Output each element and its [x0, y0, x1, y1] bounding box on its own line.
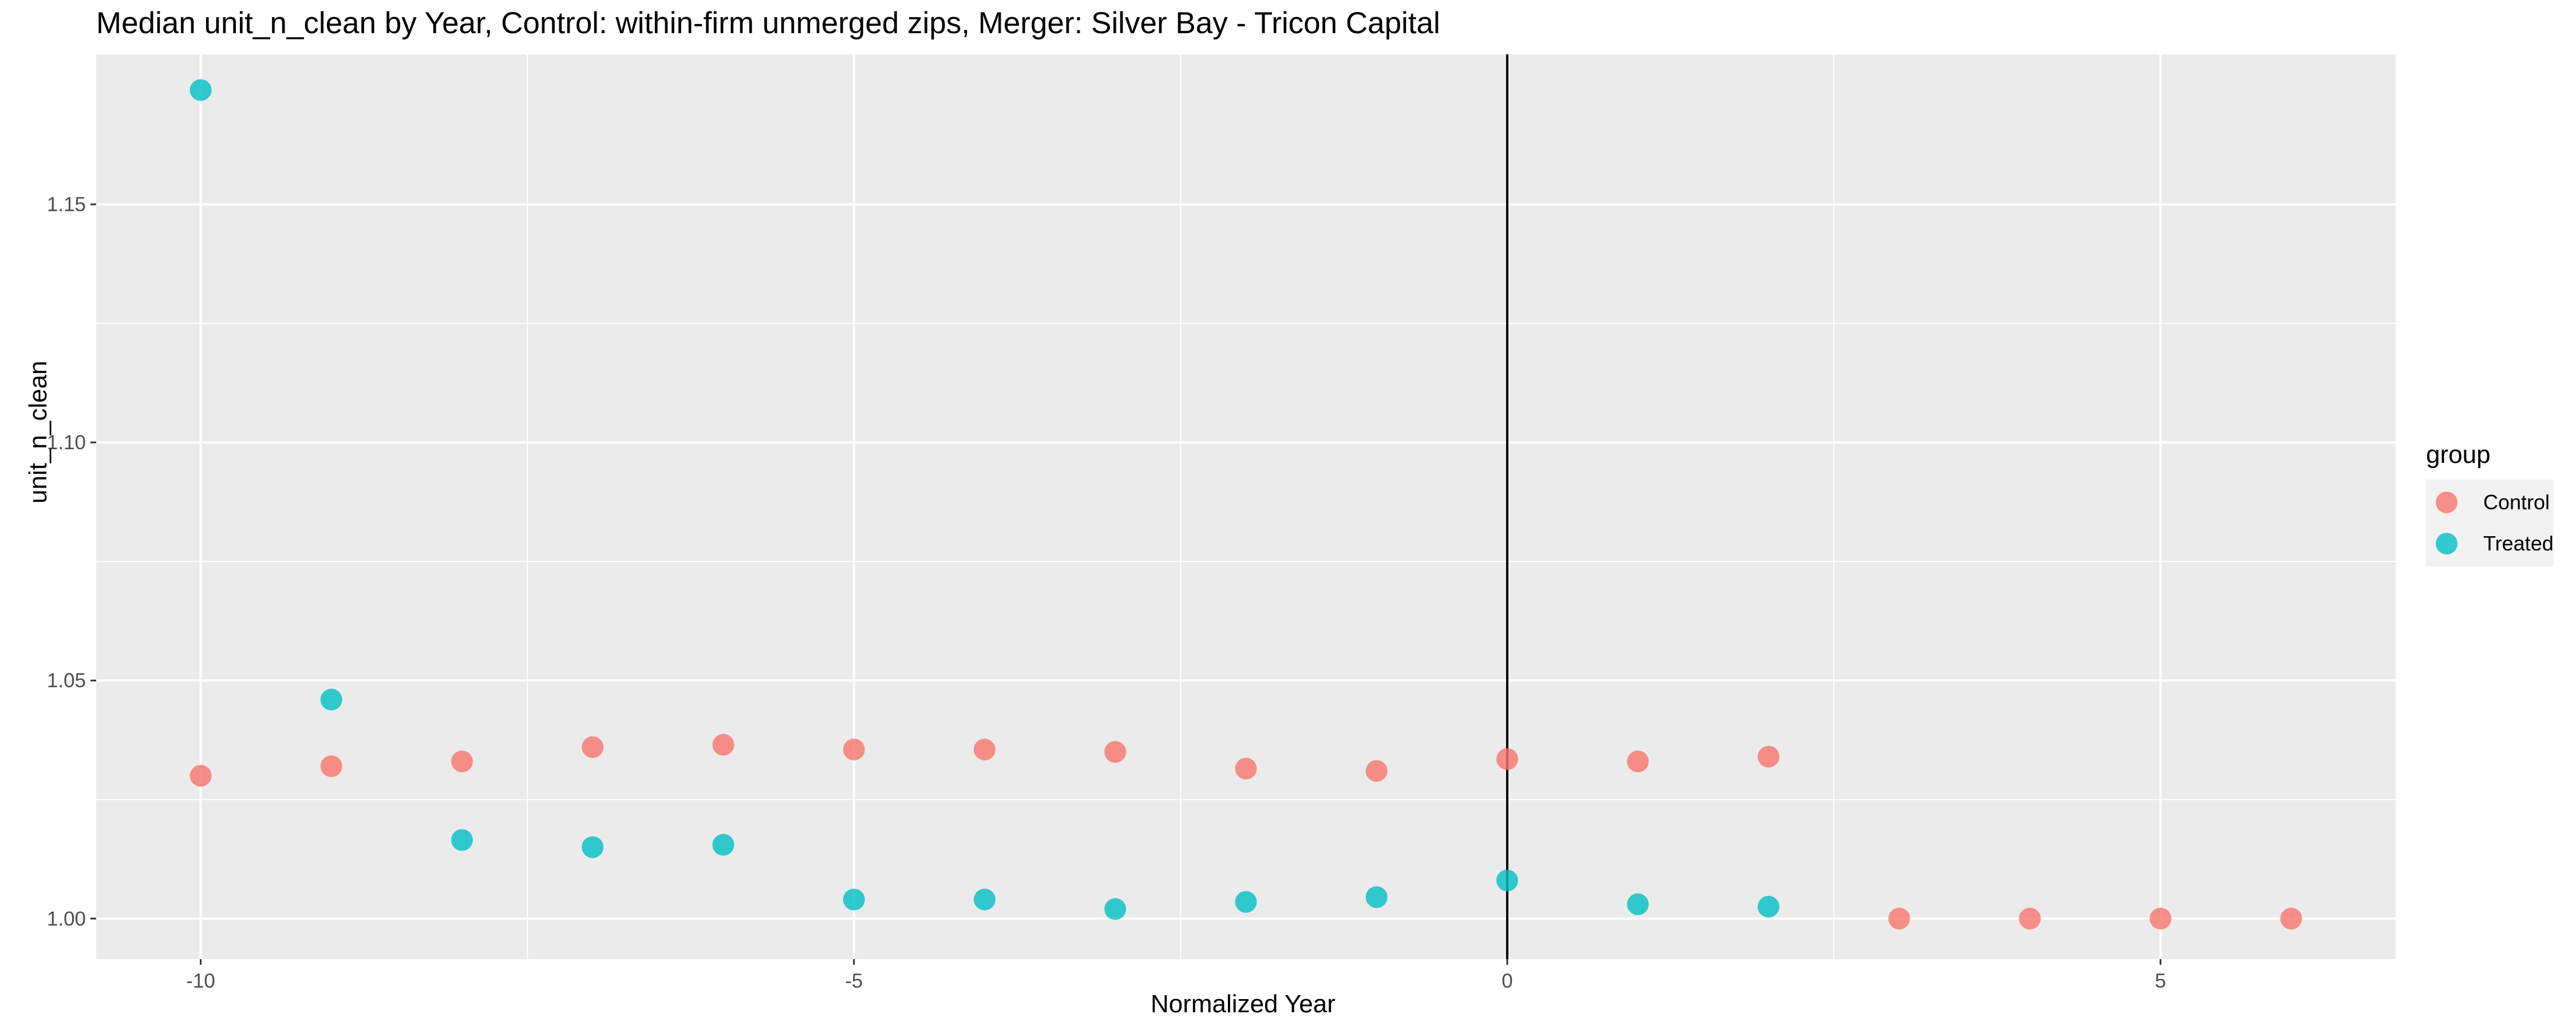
- point-control: [1757, 746, 1780, 768]
- point-treated: [189, 79, 212, 101]
- legend-item-treated: Treated: [2426, 523, 2554, 564]
- point-treated: [712, 834, 734, 856]
- point-control: [1104, 741, 1127, 763]
- point-treated: [843, 888, 865, 910]
- point-treated: [1627, 893, 1649, 916]
- y-tick-label: 1.15: [47, 193, 86, 216]
- legend-item-control: Control: [2426, 482, 2554, 523]
- legend-label-treated: Treated: [2483, 532, 2554, 555]
- point-control: [2280, 908, 2302, 930]
- point-control: [189, 764, 212, 787]
- point-control: [843, 738, 865, 760]
- x-axis-label: Normalized Year: [1151, 990, 1336, 1018]
- legend: group Control Treated: [2426, 441, 2554, 566]
- point-control: [2018, 908, 2041, 930]
- point-treated: [451, 829, 473, 851]
- point-control: [712, 734, 734, 756]
- legend-label-control: Control: [2483, 490, 2550, 514]
- x-tick-label: -5: [845, 970, 863, 992]
- point-control: [451, 750, 473, 772]
- x-tick-label: 5: [2155, 970, 2166, 992]
- point-treated: [582, 836, 604, 858]
- point-control: [2150, 908, 2172, 930]
- legend-title: group: [2426, 441, 2491, 469]
- chart-title: Median unit_n_clean by Year, Control: wi…: [96, 6, 1440, 40]
- y-tick-label: 1.05: [47, 670, 86, 692]
- point-control: [1235, 758, 1257, 780]
- point-treated: [1104, 898, 1127, 920]
- point-control: [1365, 760, 1388, 782]
- legend-dot-treated: [2436, 533, 2458, 554]
- point-treated: [974, 888, 996, 910]
- legend-box: Control Treated: [2426, 480, 2554, 566]
- point-control: [582, 736, 604, 758]
- y-tick-label: 1.10: [47, 431, 86, 454]
- plot-panel: [96, 54, 2396, 959]
- point-treated: [1365, 886, 1388, 908]
- legend-dot-control: [2436, 492, 2458, 513]
- point-control: [1627, 750, 1649, 772]
- point-control: [1888, 908, 1910, 930]
- y-tick-label: 1.00: [47, 908, 86, 930]
- point-treated: [320, 688, 342, 711]
- x-tick-label: 0: [1502, 970, 1512, 992]
- point-control: [974, 738, 996, 760]
- point-treated: [1757, 896, 1780, 918]
- point-treated: [1496, 869, 1518, 892]
- y-axis-label: unit_n_clean: [24, 360, 52, 504]
- point-treated: [1235, 891, 1257, 913]
- x-tick-label: -10: [186, 970, 215, 992]
- point-control: [320, 755, 342, 777]
- point-control: [1496, 748, 1518, 770]
